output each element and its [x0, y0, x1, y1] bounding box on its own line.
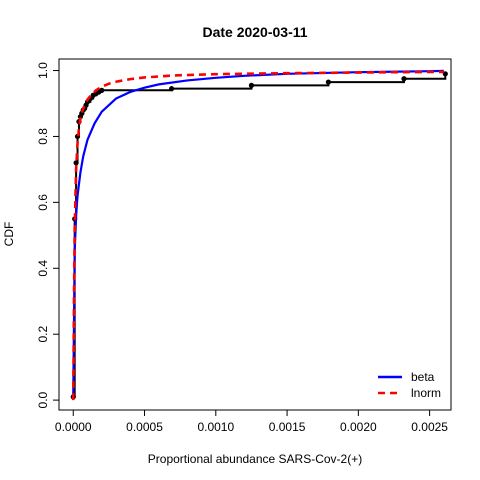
legend-label-beta: beta	[411, 370, 435, 384]
y-tick-label: 1.0	[36, 62, 50, 79]
x-axis: 0.0000 0.0005 0.0010 0.0015 0.0020 0.0025	[55, 409, 448, 434]
empirical-point	[248, 82, 255, 88]
x-axis-label: Proportional abundance SARS-Cov-2(+)	[148, 452, 362, 466]
series-line-beta	[72, 69, 444, 397]
x-tick-label: 0.0020	[340, 420, 377, 434]
y-axis: 0.0 0.2 0.4 0.6 0.8 1.0	[36, 62, 60, 408]
y-tick-label: 0.4	[36, 260, 50, 277]
empirical-point	[325, 79, 332, 85]
y-tick-label: 0.0	[36, 391, 50, 408]
y-tick-label: 0.2	[36, 326, 50, 343]
x-tick-label: 0.0000	[55, 420, 92, 434]
empirical-point	[73, 160, 79, 166]
empirical-point	[401, 76, 407, 82]
plot-lines	[70, 69, 448, 401]
empirical-point	[442, 71, 448, 77]
empirical-point	[99, 87, 105, 93]
empirical-point	[169, 86, 175, 92]
plot-frame	[58, 58, 452, 411]
x-tick-label: 0.0005	[126, 420, 163, 434]
legend-label-lnorm: lnorm	[411, 386, 441, 400]
empirical-cdf-step-line	[73, 73, 447, 398]
y-tick-label: 0.6	[36, 194, 50, 211]
x-tick-label: 0.0010	[197, 420, 234, 434]
y-axis-label: CDF	[2, 222, 16, 247]
x-tick-label: 0.0015	[269, 420, 306, 434]
series-line-lnorm	[71, 70, 444, 401]
y-tick-label: 0.8	[36, 128, 50, 145]
x-tick-label: 0.0025	[411, 420, 448, 434]
legend: beta lnorm	[378, 370, 441, 400]
chart-title: Date 2020-03-11	[202, 24, 307, 40]
